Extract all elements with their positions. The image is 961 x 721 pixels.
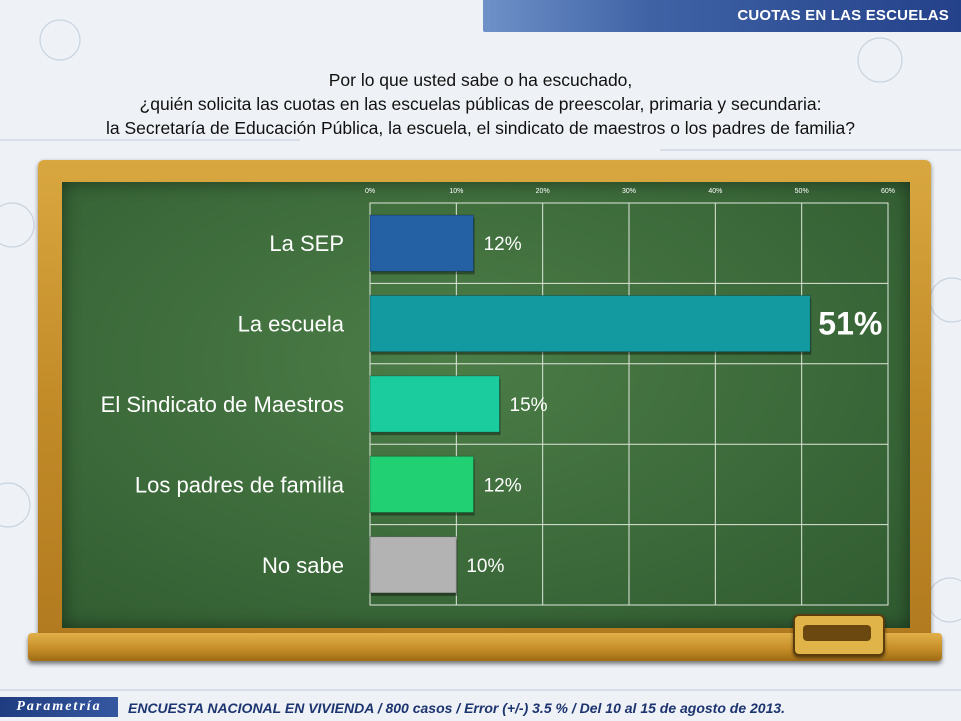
section-title: CUOTAS EN LAS ESCUELAS xyxy=(737,7,949,24)
x-tick-label: 0% xyxy=(365,188,375,195)
question-line-1: Por lo que usted sabe o ha escuchado, xyxy=(328,70,633,90)
bar xyxy=(369,294,811,353)
x-tick-label: 20% xyxy=(536,188,550,195)
chart-ticks: 0% 10% 20% 30% 40% 50% 60% xyxy=(365,188,895,195)
question-line-2: ¿quién solicita las cuotas en las escuel… xyxy=(139,94,822,114)
data-label: 12% xyxy=(484,234,522,255)
data-label: 12% xyxy=(484,475,522,496)
x-tick-label: 60% xyxy=(881,188,895,195)
chart-bars xyxy=(369,214,812,596)
bar xyxy=(369,375,500,433)
category-label: La SEP xyxy=(269,231,344,256)
question-line-3: la Secretaría de Educación Pública, la e… xyxy=(105,118,856,138)
chalk-tray xyxy=(28,633,942,661)
section-title-banner: CUOTAS EN LAS ESCUELAS xyxy=(483,0,961,32)
survey-question: Por lo que usted sabe o ha escuchado, ¿q… xyxy=(0,68,961,140)
x-tick-label: 50% xyxy=(795,188,809,195)
category-label: Los padres de familia xyxy=(135,472,345,497)
category-label: No sabe xyxy=(262,553,344,578)
x-tick-label: 30% xyxy=(622,188,636,195)
eraser-icon xyxy=(793,614,885,656)
parametria-logo: Parametría xyxy=(0,697,118,717)
data-label: 15% xyxy=(510,395,548,416)
bar xyxy=(369,455,475,514)
bar xyxy=(369,536,457,594)
x-tick-label: 10% xyxy=(449,188,463,195)
chart-labels: La SEP 12% La escuela 51% El Sindicato de Ma… xyxy=(101,231,883,578)
bar xyxy=(369,214,475,272)
category-label: El Sindicato de Maestros xyxy=(101,392,344,417)
x-tick-label: 40% xyxy=(708,188,722,195)
survey-footnote: ENCUESTA NACIONAL EN VIVIENDA / 800 caso… xyxy=(128,700,786,716)
data-label: 10% xyxy=(466,556,504,577)
data-label: 51% xyxy=(818,306,882,342)
category-label: La escuela xyxy=(238,312,345,337)
